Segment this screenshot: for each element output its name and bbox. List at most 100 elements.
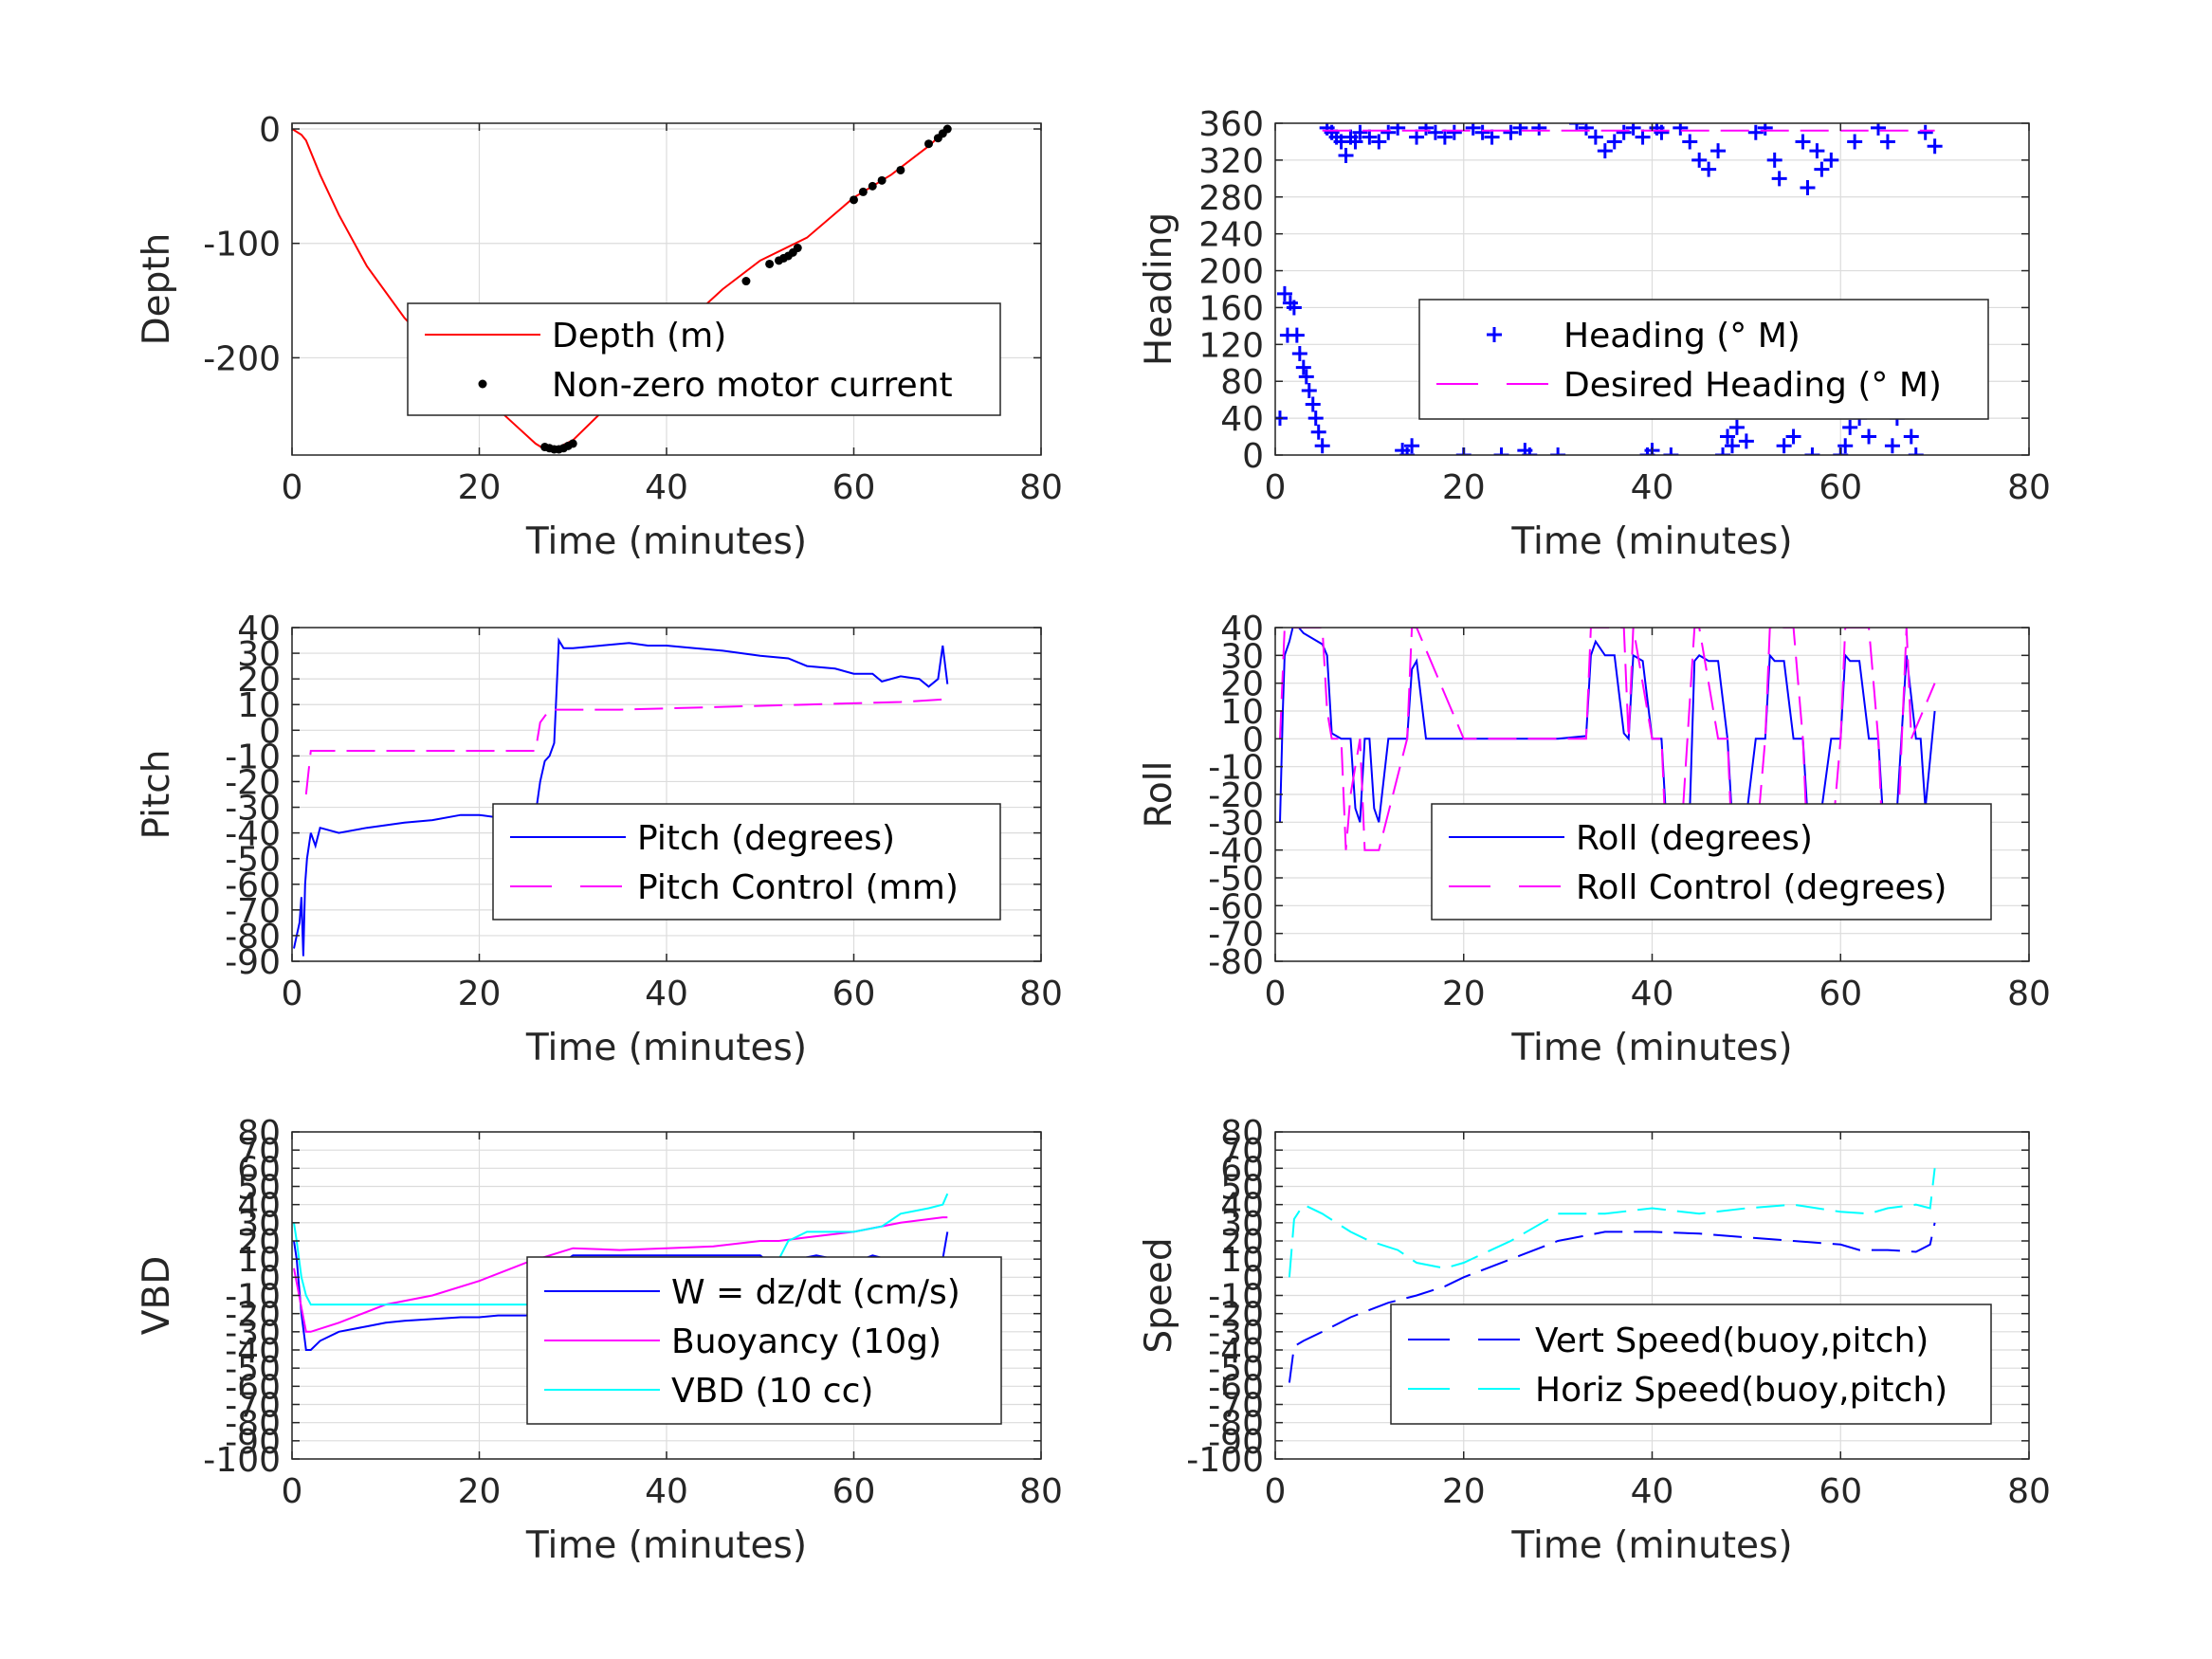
data-point [1338,148,1354,164]
data-point [1682,134,1698,150]
y-tick-label: -70 [1208,1387,1264,1426]
legend-label: Heading (° M) [1563,317,1801,356]
y-tick-label: 40 [1220,1187,1264,1226]
legend: Depth (m) Non-zero motor current [407,302,1001,416]
x-tick-label: 60 [1819,468,1862,507]
data-point [896,165,905,174]
data-point [1800,180,1816,196]
x-tick-label: 0 [1265,468,1287,507]
y-tick-label: -10 [1208,749,1264,788]
x-tick-label: 20 [1442,1472,1486,1511]
data-point [568,439,577,448]
y-tick-label: 10 [237,686,281,725]
data-point [1310,424,1326,440]
x-tick-label: 0 [282,1472,303,1511]
legend-label: Vert Speed(buoy,pitch) [1535,1322,1929,1360]
legend-label: W = dz/dt (cm/s) [671,1273,960,1312]
y-tick-label: -30 [225,790,281,829]
legend-label: Pitch Control (mm) [637,868,959,907]
data-point [1837,438,1854,454]
y-tick-label: -80 [225,1405,281,1444]
legend-label: Desired Heading (° M) [1563,366,1942,405]
data-point [1352,124,1368,140]
y-tick-label: -50 [1208,1350,1264,1389]
data-point [1903,428,1919,445]
legend: W = dz/dt (cm/s) Buoyancy (10g) VBD (10 cc… [526,1256,1002,1425]
y-tick-label: 40 [1220,610,1264,648]
data-point [1635,129,1651,145]
y-tick-label: 40 [237,610,281,648]
y-tick-label: 30 [1220,1205,1264,1244]
y-tick-label: 0 [259,1259,281,1298]
y-tick-label: 10 [1220,693,1264,732]
data-point [1715,447,1731,455]
y-tick-label: -80 [1208,1405,1264,1444]
y-tick-label: 20 [1220,665,1264,704]
legend-box [1390,1304,1992,1425]
legend-label: Pitch (degrees) [637,819,895,858]
legend-box [1418,299,1989,420]
y-tick-label: -30 [1208,1314,1264,1353]
plot-area [1279,628,1936,851]
data-point [1531,123,1547,136]
legend: Vert Speed(buoy,pitch) Horiz Speed(buoy,p… [1390,1304,1992,1425]
subplot-5: 0 20 40 60 8080706050403020100-10-20-30-40-5… [136,1114,1063,1567]
data-point [850,195,858,205]
data-point [1474,124,1490,140]
data-point [1484,129,1500,145]
y-tick-label: 20 [237,661,281,700]
y-tick-label: -90 [225,943,281,982]
data-point [1569,123,1584,131]
data-point [1418,123,1434,136]
y-tick-label: -60 [225,1368,281,1407]
y-tick-label: -70 [225,892,281,931]
y-tick-label: 40 [1220,400,1264,439]
data-point [1446,124,1462,140]
y-tick-label: 60 [1220,1150,1264,1189]
data-point [1390,123,1406,136]
subplot-3: 0 20 40 60 80403020100-10-20-30-40-50-60-70-… [136,610,1063,1069]
data-point [1314,438,1330,454]
series-line-1 [1288,1222,1936,1383]
data-point [1724,438,1740,454]
data-point [1493,447,1509,455]
plot-area [1288,1168,1936,1383]
y-tick-label: 80 [237,1114,281,1153]
x-axis-label: Time (minutes) [525,1027,807,1069]
y-tick-label: 0 [1242,1259,1264,1298]
x-tick-label: 80 [2007,468,2051,507]
y-tick-label: -90 [225,1423,281,1462]
data-point [1842,419,1858,435]
legend-label: Buoyancy (10g) [671,1322,941,1361]
data-point [1295,359,1311,375]
y-tick-label: 30 [1220,637,1264,676]
subplot-2: 0 20 40 60 8004080120160200240280320360Time … [1138,105,2051,563]
x-tick-label: 20 [458,975,502,1013]
data-point [1673,123,1689,136]
data-point [1298,369,1314,385]
data-point [1503,124,1519,140]
y-tick-label: -40 [1208,1332,1264,1371]
legend-box [1431,803,1992,921]
data-point [1710,143,1727,159]
data-point [1307,410,1324,427]
y-axis-label: Speed [1138,1237,1180,1353]
legend-label: Roll (degrees) [1576,819,1813,858]
data-point [1291,346,1307,362]
data-point [924,139,933,149]
y-tick-label: -20 [1208,776,1264,815]
data-point [1804,447,1820,455]
data-point [1654,124,1670,140]
y-tick-label: -20 [225,1296,281,1335]
data-point [942,124,952,134]
y-tick-label: -60 [225,866,281,905]
data-point [1884,438,1900,454]
data-point [1409,129,1425,145]
y-tick-label: 20 [237,1223,281,1262]
data-point [1809,143,1825,159]
y-tick-label: -100 [1186,1441,1264,1480]
data-point [1814,161,1830,177]
data-point [1879,134,1895,150]
x-tick-label: 40 [1631,975,1674,1013]
y-tick-label: -70 [1208,916,1264,955]
